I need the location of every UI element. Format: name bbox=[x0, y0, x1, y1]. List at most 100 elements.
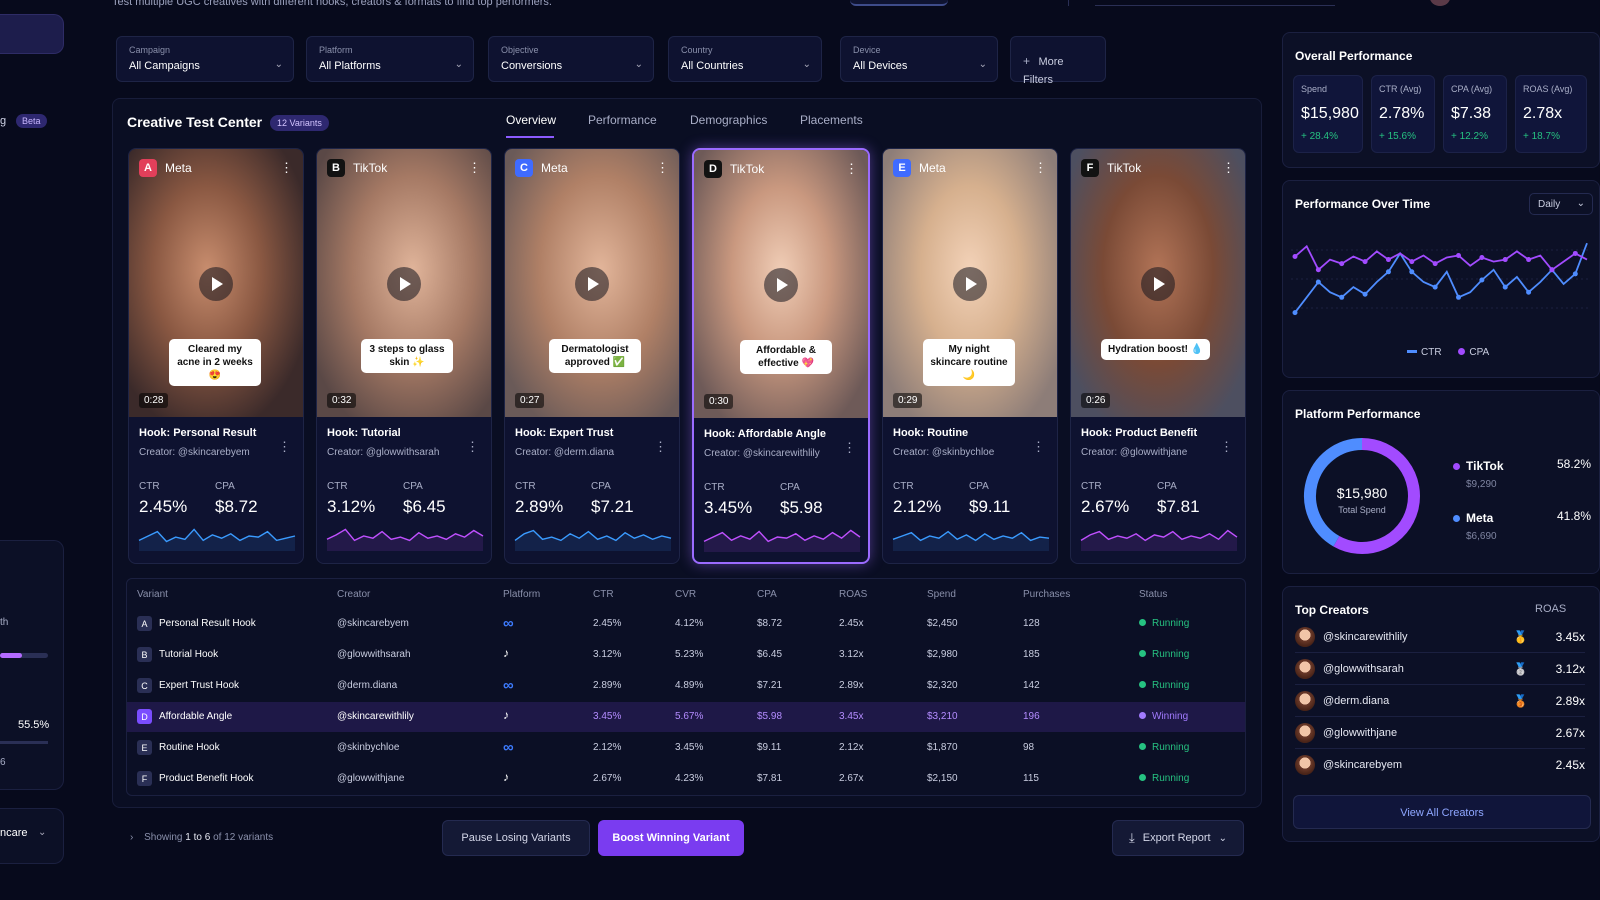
cell-cvr: 4.23% bbox=[675, 773, 704, 784]
col-header-roas[interactable]: ROAS bbox=[839, 589, 868, 600]
col-header-cvr[interactable]: CVR bbox=[675, 589, 697, 600]
more-options-icon[interactable]: ⋮ bbox=[468, 160, 481, 175]
creator-name: @skincarebyem bbox=[1323, 759, 1403, 771]
header-control[interactable] bbox=[1095, 0, 1335, 6]
filter-device[interactable]: Device All Devices ⌄ bbox=[840, 36, 998, 82]
view-all-creators-button[interactable]: View All Creators bbox=[1293, 795, 1591, 829]
col-header-status[interactable]: Status bbox=[1139, 589, 1168, 600]
meta-icon: ∞ bbox=[503, 677, 514, 694]
filter-objective[interactable]: Objective Conversions ⌄ bbox=[488, 36, 654, 82]
status-dot bbox=[1139, 681, 1146, 688]
more-options-icon[interactable]: ⋮ bbox=[656, 160, 669, 175]
kpi-label: ROAS (Avg) bbox=[1523, 84, 1573, 94]
view-all-label: View All Creators bbox=[1400, 807, 1484, 819]
header-tab-active[interactable] bbox=[850, 0, 948, 6]
more-filters-button[interactable]: + More Filters bbox=[1010, 36, 1106, 86]
pause-losing-button[interactable]: Pause Losing Variants bbox=[442, 820, 590, 856]
variant-card-f[interactable]: F TikTok ⋮ Hydration boost! 💧 0:26 Hook:… bbox=[1070, 148, 1246, 564]
variant-card-a[interactable]: A Meta ⋮ Cleared my acne in 2 weeks 😍 0:… bbox=[128, 148, 304, 564]
play-icon[interactable] bbox=[953, 267, 987, 301]
play-icon[interactable] bbox=[1141, 267, 1175, 301]
variant-hook: Hook: Expert Trust bbox=[515, 427, 614, 439]
table-row[interactable]: B Tutorial Hook @glowwithsarah ♪ 3.12% 5.23% $… bbox=[127, 640, 1245, 670]
variant-letter: C bbox=[515, 159, 533, 177]
variant-card-c[interactable]: C Meta ⋮ Dermatologist approved ✅ 0:27 H… bbox=[504, 148, 680, 564]
table-row[interactable]: D Affordable Angle @skincarewithlily ♪ 3.45%… bbox=[127, 702, 1245, 732]
cpa-label: CPA bbox=[403, 481, 423, 492]
series-point-ctr bbox=[1292, 310, 1298, 316]
creator-row[interactable]: @glowwithjane 2.67x bbox=[1295, 717, 1585, 749]
legend-label-cpa: CPA bbox=[1469, 347, 1490, 358]
col-header-platform[interactable]: Platform bbox=[503, 589, 541, 600]
col-header-creator[interactable]: Creator bbox=[337, 589, 371, 600]
creator-row[interactable]: @glowwithsarah 🥈 3.12x bbox=[1295, 653, 1585, 685]
variant-card-d[interactable]: D TikTok ⋮ Affordable & effective 💖 0:30… bbox=[692, 148, 870, 564]
more-options-icon[interactable]: ⋮ bbox=[843, 440, 856, 455]
filter-label: Campaign bbox=[129, 45, 171, 55]
perf-time-title: Performance Over Time bbox=[1295, 197, 1431, 211]
variant-letter: F bbox=[1081, 159, 1099, 177]
chevron-down-icon: ⌄ bbox=[978, 59, 987, 70]
ctr-label: CTR bbox=[893, 481, 914, 492]
ctr-value: 3.45% bbox=[704, 498, 753, 517]
play-icon[interactable] bbox=[199, 267, 233, 301]
col-header-ctr[interactable]: CTR bbox=[593, 589, 614, 600]
table-row[interactable]: E Routine Hook @skinbychloe ∞ 2.12% 3.45% $9.1… bbox=[127, 733, 1245, 763]
kpi-cpa: CPA (Avg) $7.38 + 12.2% bbox=[1443, 75, 1507, 153]
sidebar-nav-fragment[interactable]: g bbox=[0, 115, 7, 127]
sidebar-button-top[interactable] bbox=[0, 14, 64, 54]
cell-roas: 2.45x bbox=[839, 618, 864, 629]
cpa-label: CPA bbox=[591, 481, 611, 492]
export-report-button[interactable]: ⤓ Export Report ⌄ bbox=[1112, 820, 1244, 856]
filter-country[interactable]: Country All Countries ⌄ bbox=[668, 36, 822, 82]
more-options-icon[interactable]: ⋮ bbox=[466, 439, 479, 454]
variant-card-b[interactable]: B TikTok ⋮ 3 steps to glass skin ✨ 0:32 … bbox=[316, 148, 492, 564]
boost-winning-button[interactable]: Boost Winning Variant bbox=[598, 820, 744, 856]
variant-creator: Creator: @skincarebyem bbox=[139, 447, 250, 458]
table-row[interactable]: C Expert Trust Hook @derm.diana ∞ 2.89% 4.89%… bbox=[127, 671, 1245, 701]
more-options-icon[interactable]: ⋮ bbox=[1032, 439, 1045, 454]
cell-ctr: 2.89% bbox=[593, 680, 622, 691]
col-header-spend[interactable]: Spend bbox=[927, 589, 956, 600]
col-header-variant[interactable]: Variant bbox=[137, 589, 168, 600]
variant-card-e[interactable]: E Meta ⋮ My night skincare routine 🌙 0:2… bbox=[882, 148, 1058, 564]
creator-row[interactable]: @derm.diana 🥉 2.89x bbox=[1295, 685, 1585, 717]
variant-hook: Hook: Affordable Angle bbox=[704, 428, 827, 440]
creator-row[interactable]: @skincarebyem 2.45x bbox=[1295, 749, 1585, 781]
tab-demographics[interactable]: Demographics bbox=[690, 113, 768, 127]
more-options-icon[interactable]: ⋮ bbox=[1034, 160, 1047, 175]
more-options-icon[interactable]: ⋮ bbox=[1220, 439, 1233, 454]
legend-swatch-ctr bbox=[1407, 350, 1417, 353]
tab-placements[interactable]: Placements bbox=[800, 113, 863, 127]
filter-platform[interactable]: Platform All Platforms ⌄ bbox=[306, 36, 474, 82]
table-row[interactable]: A Personal Result Hook @skincarebyem ∞ 2.45%… bbox=[127, 609, 1245, 639]
more-options-icon[interactable]: ⋮ bbox=[845, 161, 858, 176]
play-icon[interactable] bbox=[575, 267, 609, 301]
col-header-purchases[interactable]: Purchases bbox=[1023, 589, 1071, 600]
play-icon[interactable] bbox=[387, 267, 421, 301]
range-select[interactable]: Daily ⌄ bbox=[1529, 193, 1593, 215]
col-header-cpa[interactable]: CPA bbox=[757, 589, 777, 600]
header-avatar[interactable] bbox=[1430, 0, 1450, 6]
export-label: Export Report bbox=[1142, 832, 1211, 844]
chevron-right-icon[interactable]: › bbox=[130, 832, 134, 843]
tab-performance[interactable]: Performance bbox=[588, 113, 657, 127]
meta-icon: ∞ bbox=[503, 615, 514, 632]
creator-row[interactable]: @skincarewithlily 🥇 3.45x bbox=[1295, 621, 1585, 653]
more-options-icon[interactable]: ⋮ bbox=[654, 439, 667, 454]
more-options-icon[interactable]: ⋮ bbox=[1222, 160, 1235, 175]
more-options-icon[interactable]: ⋮ bbox=[278, 439, 291, 454]
table-row[interactable]: F Product Benefit Hook @glowwithjane ♪ 2.67%… bbox=[127, 764, 1245, 794]
header-subtitle: Test multiple UGC creatives with differe… bbox=[112, 0, 552, 8]
cell-roas: 2.67x bbox=[839, 773, 864, 784]
sidebar-progress-track-2 bbox=[0, 741, 48, 744]
sidebar-select[interactable]: ncare ⌄ bbox=[0, 808, 64, 864]
more-options-icon[interactable]: ⋮ bbox=[280, 160, 293, 175]
ctr-value: 3.12% bbox=[327, 497, 376, 516]
play-icon[interactable] bbox=[764, 268, 798, 302]
sidebar-progress-track bbox=[0, 653, 48, 658]
boost-label: Boost Winning Variant bbox=[612, 832, 730, 844]
sidebar-stats-panel: th 55.5% 6 bbox=[0, 540, 64, 790]
tab-overview[interactable]: Overview bbox=[506, 113, 557, 127]
filter-campaign[interactable]: Campaign All Campaigns ⌄ bbox=[116, 36, 294, 82]
